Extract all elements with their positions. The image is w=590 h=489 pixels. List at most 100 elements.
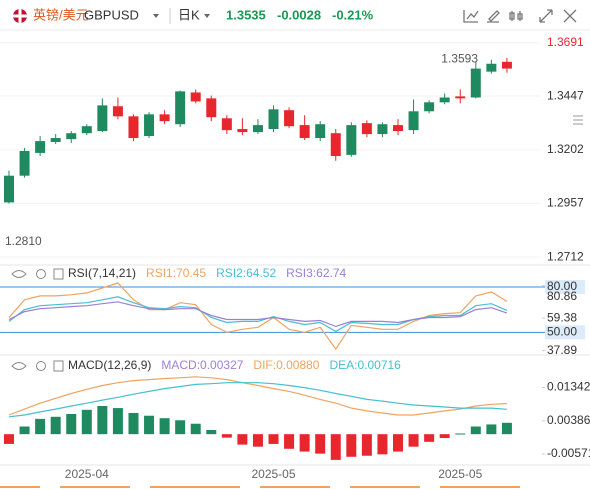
candle-body	[4, 175, 14, 203]
macd-bar	[221, 434, 232, 438]
candle-body	[35, 141, 46, 153]
x-tick-label: 2025-05	[251, 467, 295, 481]
macd-bar	[81, 409, 92, 435]
macd-bar	[159, 418, 170, 435]
rsi-icons	[11, 268, 64, 280]
candle-body	[237, 129, 248, 133]
macd-bar	[424, 434, 435, 442]
macd-bar	[190, 423, 201, 435]
candle-body	[175, 91, 186, 125]
y-tick-label: 59.38	[547, 310, 577, 324]
macd-bar	[50, 416, 61, 435]
macd-bar	[330, 434, 341, 460]
eye-icon[interactable]	[11, 362, 27, 370]
candle-body	[346, 125, 357, 155]
y-tick-label: 1.3691	[547, 35, 584, 49]
candle-body	[486, 63, 497, 72]
macd-bar	[4, 434, 14, 444]
legend-entry: DEA:0.00716	[329, 358, 401, 372]
candle-body	[284, 110, 295, 127]
y-tick-label: 1.3202	[547, 142, 584, 156]
macd-bar	[393, 434, 403, 452]
symbol[interactable]: GBPUSD	[84, 7, 139, 22]
macd-bar	[486, 424, 497, 435]
tool-icon[interactable]	[563, 9, 577, 23]
macd-bar	[299, 434, 310, 452]
price-annotation: 1.2810	[5, 234, 42, 248]
dropdown-arrow[interactable]	[204, 14, 210, 18]
macd-bar	[97, 406, 108, 435]
candle-body	[393, 125, 403, 132]
macd-bar	[439, 434, 450, 438]
candle-body	[439, 97, 450, 103]
candle-body	[377, 124, 388, 135]
level-label: 50.00	[547, 325, 577, 339]
candle-body	[252, 125, 263, 133]
tool-icon[interactable]	[539, 9, 553, 23]
macd-bar	[315, 434, 326, 454]
panel-title: RSI(7,14,21)	[68, 266, 136, 280]
legend-entry: DIF:0.00880	[253, 358, 319, 372]
candle-body	[501, 61, 512, 69]
macd-bar	[112, 408, 123, 435]
lock-icon[interactable]	[53, 268, 64, 280]
eye-icon[interactable]	[11, 270, 27, 278]
rsi-line	[8, 301, 508, 328]
candle-body	[408, 111, 419, 131]
y-tick-label: -0.00571	[547, 446, 590, 460]
gear-icon[interactable]	[36, 361, 46, 371]
menu-icon[interactable]	[573, 115, 583, 125]
macd-icons	[11, 360, 64, 372]
flag-icon	[13, 9, 27, 23]
y-tick-label: 1.3447	[547, 88, 584, 102]
level-tag	[545, 325, 585, 340]
candle-body	[268, 109, 279, 130]
tool-icon[interactable]	[463, 10, 479, 23]
macd-bar	[501, 422, 512, 435]
macd-bar	[377, 434, 388, 455]
y-tick-label: 1.2712	[547, 249, 584, 263]
x-tick-label: 2025-05	[438, 467, 482, 481]
macd-bar	[252, 434, 263, 447]
gear-icon[interactable]	[36, 269, 46, 279]
candle-body	[221, 118, 232, 131]
macd-bar	[408, 434, 419, 447]
macd-bar	[268, 434, 279, 444]
period[interactable]: 日K	[178, 7, 200, 22]
level-label: 80.00	[547, 279, 577, 293]
candle-body	[97, 105, 108, 132]
legend-entry: RSI3:62.74	[286, 266, 346, 280]
tool-icon[interactable]	[509, 11, 523, 21]
macd-bar	[128, 412, 139, 435]
pair-name[interactable]: 英镑/美元	[33, 7, 89, 22]
lock-icon[interactable]	[53, 360, 64, 372]
candle-body	[330, 133, 341, 156]
tool-icon[interactable]	[487, 10, 500, 23]
legend-entry: RSI2:64.52	[216, 266, 276, 280]
candle-body	[112, 106, 123, 117]
candle-body	[455, 96, 466, 99]
legend-entry: RSI1:70.45	[146, 266, 206, 280]
macd-bar	[237, 434, 248, 445]
macd-bar	[206, 430, 217, 435]
candle-body	[19, 150, 30, 176]
y-tick-label: 80.86	[547, 289, 577, 303]
candle-body	[190, 92, 201, 102]
macd-bar	[455, 433, 466, 435]
macd-bar	[361, 434, 372, 456]
candle-body	[206, 98, 217, 118]
candle-body	[159, 114, 170, 122]
panel-title: MACD(12,26,9)	[68, 358, 151, 372]
x-tick-label: 2025-04	[65, 467, 109, 481]
candle-body	[361, 123, 372, 135]
candle-body	[299, 125, 310, 139]
macd-bar	[35, 418, 46, 435]
legend-entry: MACD:0.00327	[161, 358, 243, 372]
macd-bar	[144, 415, 155, 435]
y-tick-label: 0.01342	[547, 380, 590, 394]
y-tick-label: 1.2957	[547, 196, 584, 210]
dropdown-arrow[interactable]	[153, 14, 159, 18]
price-annotation: 1.3593	[441, 51, 478, 65]
macd-bar	[284, 434, 295, 449]
